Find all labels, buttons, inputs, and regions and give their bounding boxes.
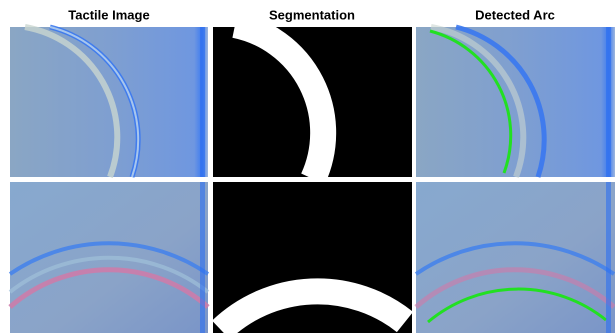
detected-arc-image — [416, 27, 615, 177]
tactile-image — [10, 182, 208, 333]
column-title: Segmentation — [269, 7, 355, 22]
column-title: Detected Arc — [475, 7, 555, 22]
column-title: Tactile Image — [68, 7, 149, 22]
segmentation-mask — [213, 25, 412, 179]
segmentation-mask — [213, 182, 412, 333]
figure: Tactile Image Segmentation Detected Arc — [0, 0, 615, 333]
page: Tactile Image Segmentation Detected Arc — [0, 0, 615, 333]
detected-arc-image — [416, 182, 615, 333]
tactile-image — [10, 27, 208, 177]
